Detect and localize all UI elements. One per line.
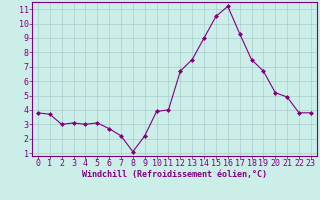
X-axis label: Windchill (Refroidissement éolien,°C): Windchill (Refroidissement éolien,°C): [82, 170, 267, 179]
